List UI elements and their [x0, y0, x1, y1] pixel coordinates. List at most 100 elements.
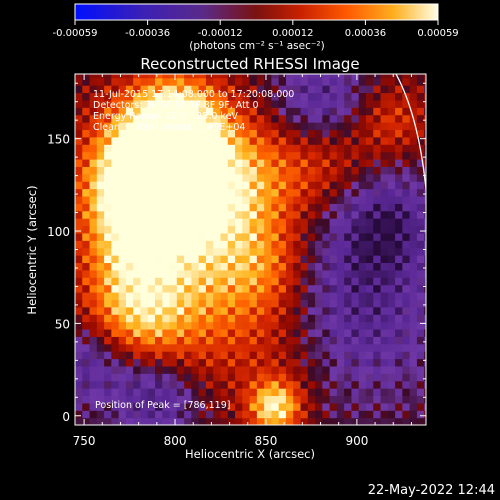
heatmap-cell: [293, 269, 302, 278]
heatmap-cell: [285, 232, 294, 241]
heatmap-cell: [409, 85, 418, 94]
heatmap-cell: [402, 85, 411, 94]
heatmap-cell: [373, 74, 382, 79]
heatmap-cell: [256, 255, 265, 264]
heatmap-cell: [380, 240, 389, 249]
heatmap-cell: [358, 240, 367, 249]
heatmap-cell: [111, 306, 120, 315]
heatmap-cell: [155, 240, 163, 249]
heatmap-cell: [402, 380, 411, 389]
heatmap-cell: [213, 314, 222, 323]
heatmap-cell: [242, 336, 251, 345]
heatmap-cell: [133, 343, 142, 352]
heatmap-cell: [140, 262, 149, 271]
heatmap-cell: [351, 195, 360, 204]
heatmap-cell: [140, 122, 149, 131]
heatmap-cell: [235, 336, 243, 345]
heatmap-cell: [111, 269, 120, 278]
heatmap-cell: [373, 114, 382, 123]
heatmap-cell: [191, 402, 200, 411]
heatmap-cell: [409, 351, 418, 360]
heatmap-cell: [96, 291, 105, 300]
heatmap-cell: [191, 173, 200, 182]
heatmap-cell: [220, 203, 229, 212]
heatmap-cell: [293, 277, 302, 286]
heatmap-cell: [380, 122, 389, 131]
heatmap-cell: [147, 151, 156, 160]
heatmap-cell: [162, 247, 171, 256]
heatmap-cell: [315, 314, 323, 323]
heatmap-cell: [416, 136, 425, 145]
heatmap-cell: [256, 151, 265, 160]
heatmap-cell: [125, 336, 134, 345]
heatmap-cell: [344, 74, 353, 79]
heatmap-cell: [387, 343, 396, 352]
heatmap-cell: [249, 262, 258, 271]
heatmap-cell: [264, 247, 273, 256]
heatmap-cell: [205, 85, 214, 94]
heatmap-cell: [205, 269, 214, 278]
heatmap-cell: [322, 373, 331, 382]
heatmap-cell: [147, 343, 156, 352]
heatmap-cell: [271, 291, 280, 300]
heatmap-cell: [184, 255, 192, 264]
heatmap-cell: [82, 181, 91, 190]
heatmap-cell: [227, 188, 236, 197]
heatmap-cell: [118, 188, 127, 197]
heatmap-cell: [133, 336, 142, 345]
heatmap-cell: [184, 343, 192, 352]
heatmap-cell: [75, 395, 83, 404]
heatmap-cell: [118, 314, 127, 323]
heatmap-cell: [358, 336, 367, 345]
heatmap-cell: [220, 122, 229, 131]
heatmap-cell: [300, 380, 309, 389]
heatmap-cell: [256, 388, 265, 397]
heatmap-cell: [176, 277, 185, 286]
heatmap-cell: [96, 388, 105, 397]
heatmap-cell: [249, 291, 258, 300]
heatmap-cell: [278, 358, 287, 367]
heatmap-cell: [293, 74, 302, 79]
heatmap-cell: [424, 365, 426, 374]
heatmap-cell: [329, 166, 338, 175]
heatmap-cell: [205, 321, 214, 330]
colorbar: [74, 3, 439, 21]
heatmap-cell: [220, 218, 229, 227]
heatmap-cell: [373, 188, 382, 197]
heatmap-cell: [111, 351, 120, 360]
heatmap-cell: [191, 195, 200, 204]
heatmap-cell: [213, 158, 222, 167]
heatmap-cell: [133, 85, 142, 94]
heatmap-cell: [140, 240, 149, 249]
heatmap-cell: [242, 255, 251, 264]
heatmap-cell: [424, 299, 426, 308]
heatmap-cell: [96, 181, 105, 190]
heatmap-cell: [220, 402, 229, 411]
heatmap-cell: [285, 351, 294, 360]
heatmap-cell: [198, 136, 207, 145]
heatmap-cell: [315, 402, 323, 411]
heatmap-cell: [256, 269, 265, 278]
heatmap-cell: [387, 181, 396, 190]
heatmap-cell: [387, 136, 396, 145]
heatmap-image: [75, 74, 426, 425]
heatmap-cell: [169, 225, 178, 234]
heatmap-cell: [133, 306, 142, 315]
heatmap-cell: [380, 373, 389, 382]
heatmap-cell: [140, 107, 149, 116]
heatmap-cell: [118, 291, 127, 300]
heatmap-cell: [387, 299, 396, 308]
heatmap-cell: [307, 122, 316, 131]
heatmap-cell: [213, 188, 222, 197]
heatmap-cell: [424, 151, 426, 160]
heatmap-cell: [322, 388, 331, 397]
heatmap-cell: [402, 299, 411, 308]
heatmap-cell: [213, 269, 222, 278]
heatmap-cell: [344, 284, 353, 293]
heatmap-cell: [351, 255, 360, 264]
heatmap-cell: [329, 255, 338, 264]
heatmap-cell: [96, 373, 105, 382]
heatmap-cell: [125, 284, 134, 293]
heatmap-cell: [365, 395, 374, 404]
